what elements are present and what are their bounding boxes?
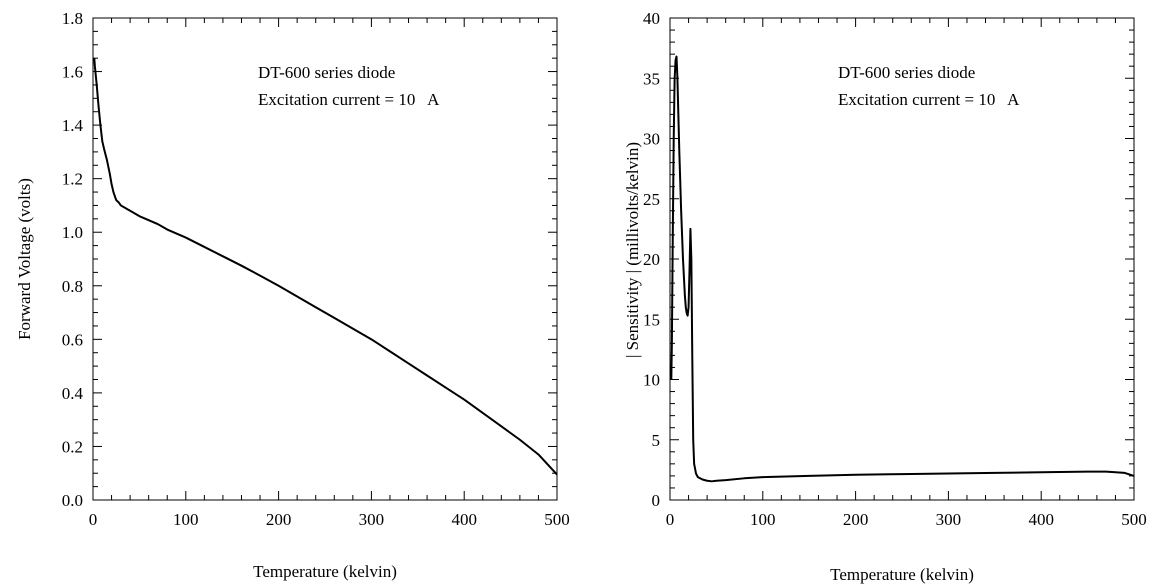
x-tick-label: 100 xyxy=(173,510,199,529)
y-tick-label: 40 xyxy=(643,9,660,28)
x-tick-label: 200 xyxy=(843,510,869,529)
annotation-line-2: Excitation current = 10 A xyxy=(838,90,1020,109)
x-tick-label: 0 xyxy=(666,510,675,529)
x-tick-label: 0 xyxy=(89,510,98,529)
annotation-line-2: Excitation current = 10 A xyxy=(258,90,440,109)
y-tick-label: 0 xyxy=(652,491,661,510)
x-tick-label: 400 xyxy=(1028,510,1054,529)
x-tick-label: 500 xyxy=(544,510,570,529)
x-axis-label: Temperature (kelvin) xyxy=(253,562,397,581)
y-tick-label: 1.6 xyxy=(62,63,83,82)
x-tick-label: 300 xyxy=(936,510,962,529)
y-tick-label: 5 xyxy=(652,431,661,450)
y-tick-label: 30 xyxy=(643,130,660,149)
annotation-line-1: DT-600 series diode xyxy=(838,63,975,82)
y-tick-label: 25 xyxy=(643,190,660,209)
annotation-line-1: DT-600 series diode xyxy=(258,63,395,82)
y-tick-label: 0.6 xyxy=(62,330,83,349)
forward-voltage-curve xyxy=(93,58,558,476)
tick-marks xyxy=(92,17,558,501)
y-tick-label: 20 xyxy=(643,250,660,269)
y-tick-labels: 0.0 0.2 0.4 0.6 0.8 1.0 1.2 1.4 1.6 1.8 xyxy=(62,9,84,510)
y-tick-label: 0.0 xyxy=(62,491,83,510)
y-tick-label: 1.0 xyxy=(62,223,83,242)
y-tick-label: 0.8 xyxy=(62,277,83,296)
x-axis-label: Temperature (kelvin) xyxy=(830,565,974,584)
x-tick-label: 300 xyxy=(359,510,385,529)
y-tick-label: 0.2 xyxy=(62,437,83,456)
y-tick-label: 15 xyxy=(643,310,660,329)
sensitivity-chart: 0 100 200 300 400 500 0 5 10 15 20 25 30 35 40 DT-600… xyxy=(623,9,1147,584)
y-tick-label: 10 xyxy=(643,371,660,390)
y-axis-label: Forward Voltage (volts) xyxy=(15,178,34,340)
x-tick-label: 100 xyxy=(750,510,776,529)
y-tick-label: 1.2 xyxy=(62,170,83,189)
y-tick-label: 35 xyxy=(643,69,660,88)
y-axis-label: | Sensitivity | (millivolts/kelvin) xyxy=(623,142,642,358)
y-tick-label: 1.4 xyxy=(62,116,84,135)
forward-voltage-chart: 0 100 200 300 400 500 0.0 0.2 0.4 0.6 0.8 1.0 1.2 1.… xyxy=(15,9,570,581)
sensitivity-curve xyxy=(670,55,1135,483)
x-tick-label: 200 xyxy=(266,510,292,529)
y-tick-label: 1.8 xyxy=(62,9,83,28)
y-tick-labels: 0 5 10 15 20 25 30 35 40 xyxy=(643,9,660,510)
y-tick-label: 0.4 xyxy=(62,384,84,403)
x-tick-labels: 0 100 200 300 400 500 xyxy=(666,510,1147,529)
x-tick-labels: 0 100 200 300 400 500 xyxy=(89,510,570,529)
x-tick-label: 500 xyxy=(1121,510,1147,529)
x-tick-label: 400 xyxy=(451,510,477,529)
